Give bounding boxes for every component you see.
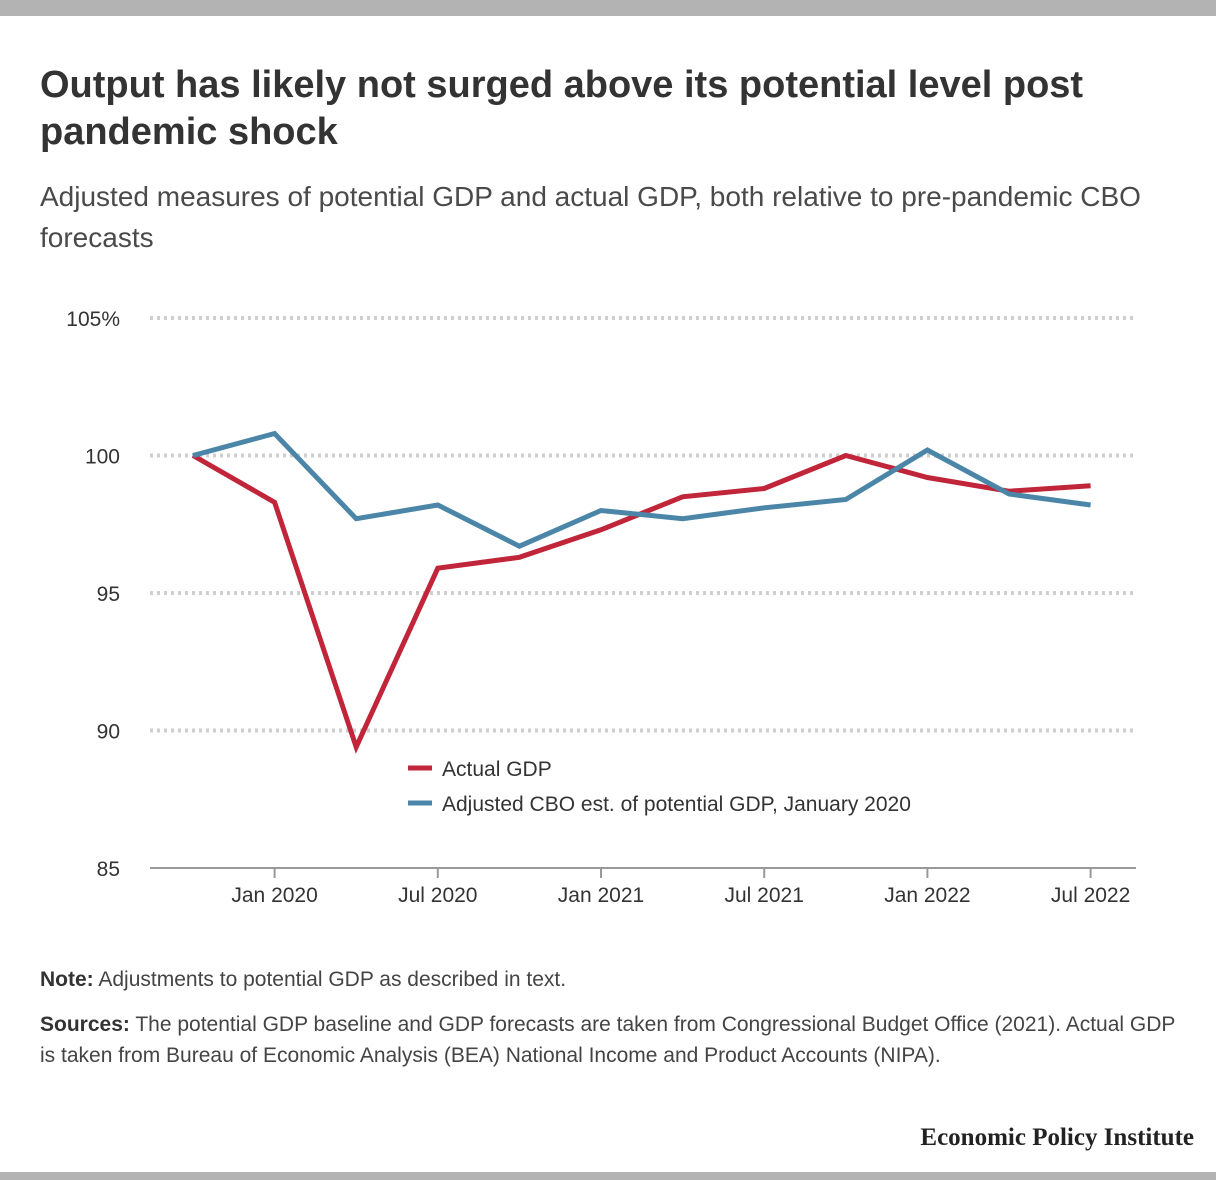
sources-text: The potential GDP baseline and GDP forec… <box>40 1013 1176 1067</box>
chart-subtitle: Adjusted measures of potential GDP and a… <box>40 181 1141 253</box>
bottom-frame-bar <box>0 1172 1216 1180</box>
y-tick-label: 90 <box>97 721 120 744</box>
x-tick-label: Jan 2021 <box>558 884 644 907</box>
chart-sources: Sources: The potential GDP baseline and … <box>40 1009 1180 1071</box>
x-tick-label: Jul 2022 <box>1051 884 1130 907</box>
chart-note: Note: Adjustments to potential GDP as de… <box>40 964 1180 995</box>
line-chart: 105% 100 95 90 85 Jan 2020 Jul 2020 Jan 2021 Jul… <box>66 308 1136 907</box>
x-tick-label: Jan 2022 <box>884 884 970 907</box>
legend-label: Actual GDP <box>442 758 552 781</box>
legend-label: Adjusted CBO est. of potential GDP, Janu… <box>442 793 911 816</box>
x-tick-label: Jul 2020 <box>398 884 477 907</box>
chart-title: Output has likely not surged above its p… <box>40 64 1084 153</box>
top-frame-bar <box>0 0 1216 16</box>
series-line-potential-gdp <box>192 430 1091 549</box>
y-tick-label: 85 <box>97 858 120 881</box>
x-tick-label: Jul 2021 <box>724 884 803 907</box>
x-tick-label: Jan 2020 <box>231 884 317 907</box>
series-line-actual-gdp <box>191 452 1091 754</box>
note-text: Adjustments to potential GDP as describe… <box>98 968 567 991</box>
y-tick-label: 95 <box>97 583 120 606</box>
y-tick-label: 100 <box>85 446 120 469</box>
y-tick-label: 105% <box>66 308 120 331</box>
brand-logo-text: Economic Policy Institute <box>920 1124 1194 1151</box>
note-label: Note: <box>40 968 94 991</box>
sources-label: Sources: <box>40 1013 130 1036</box>
